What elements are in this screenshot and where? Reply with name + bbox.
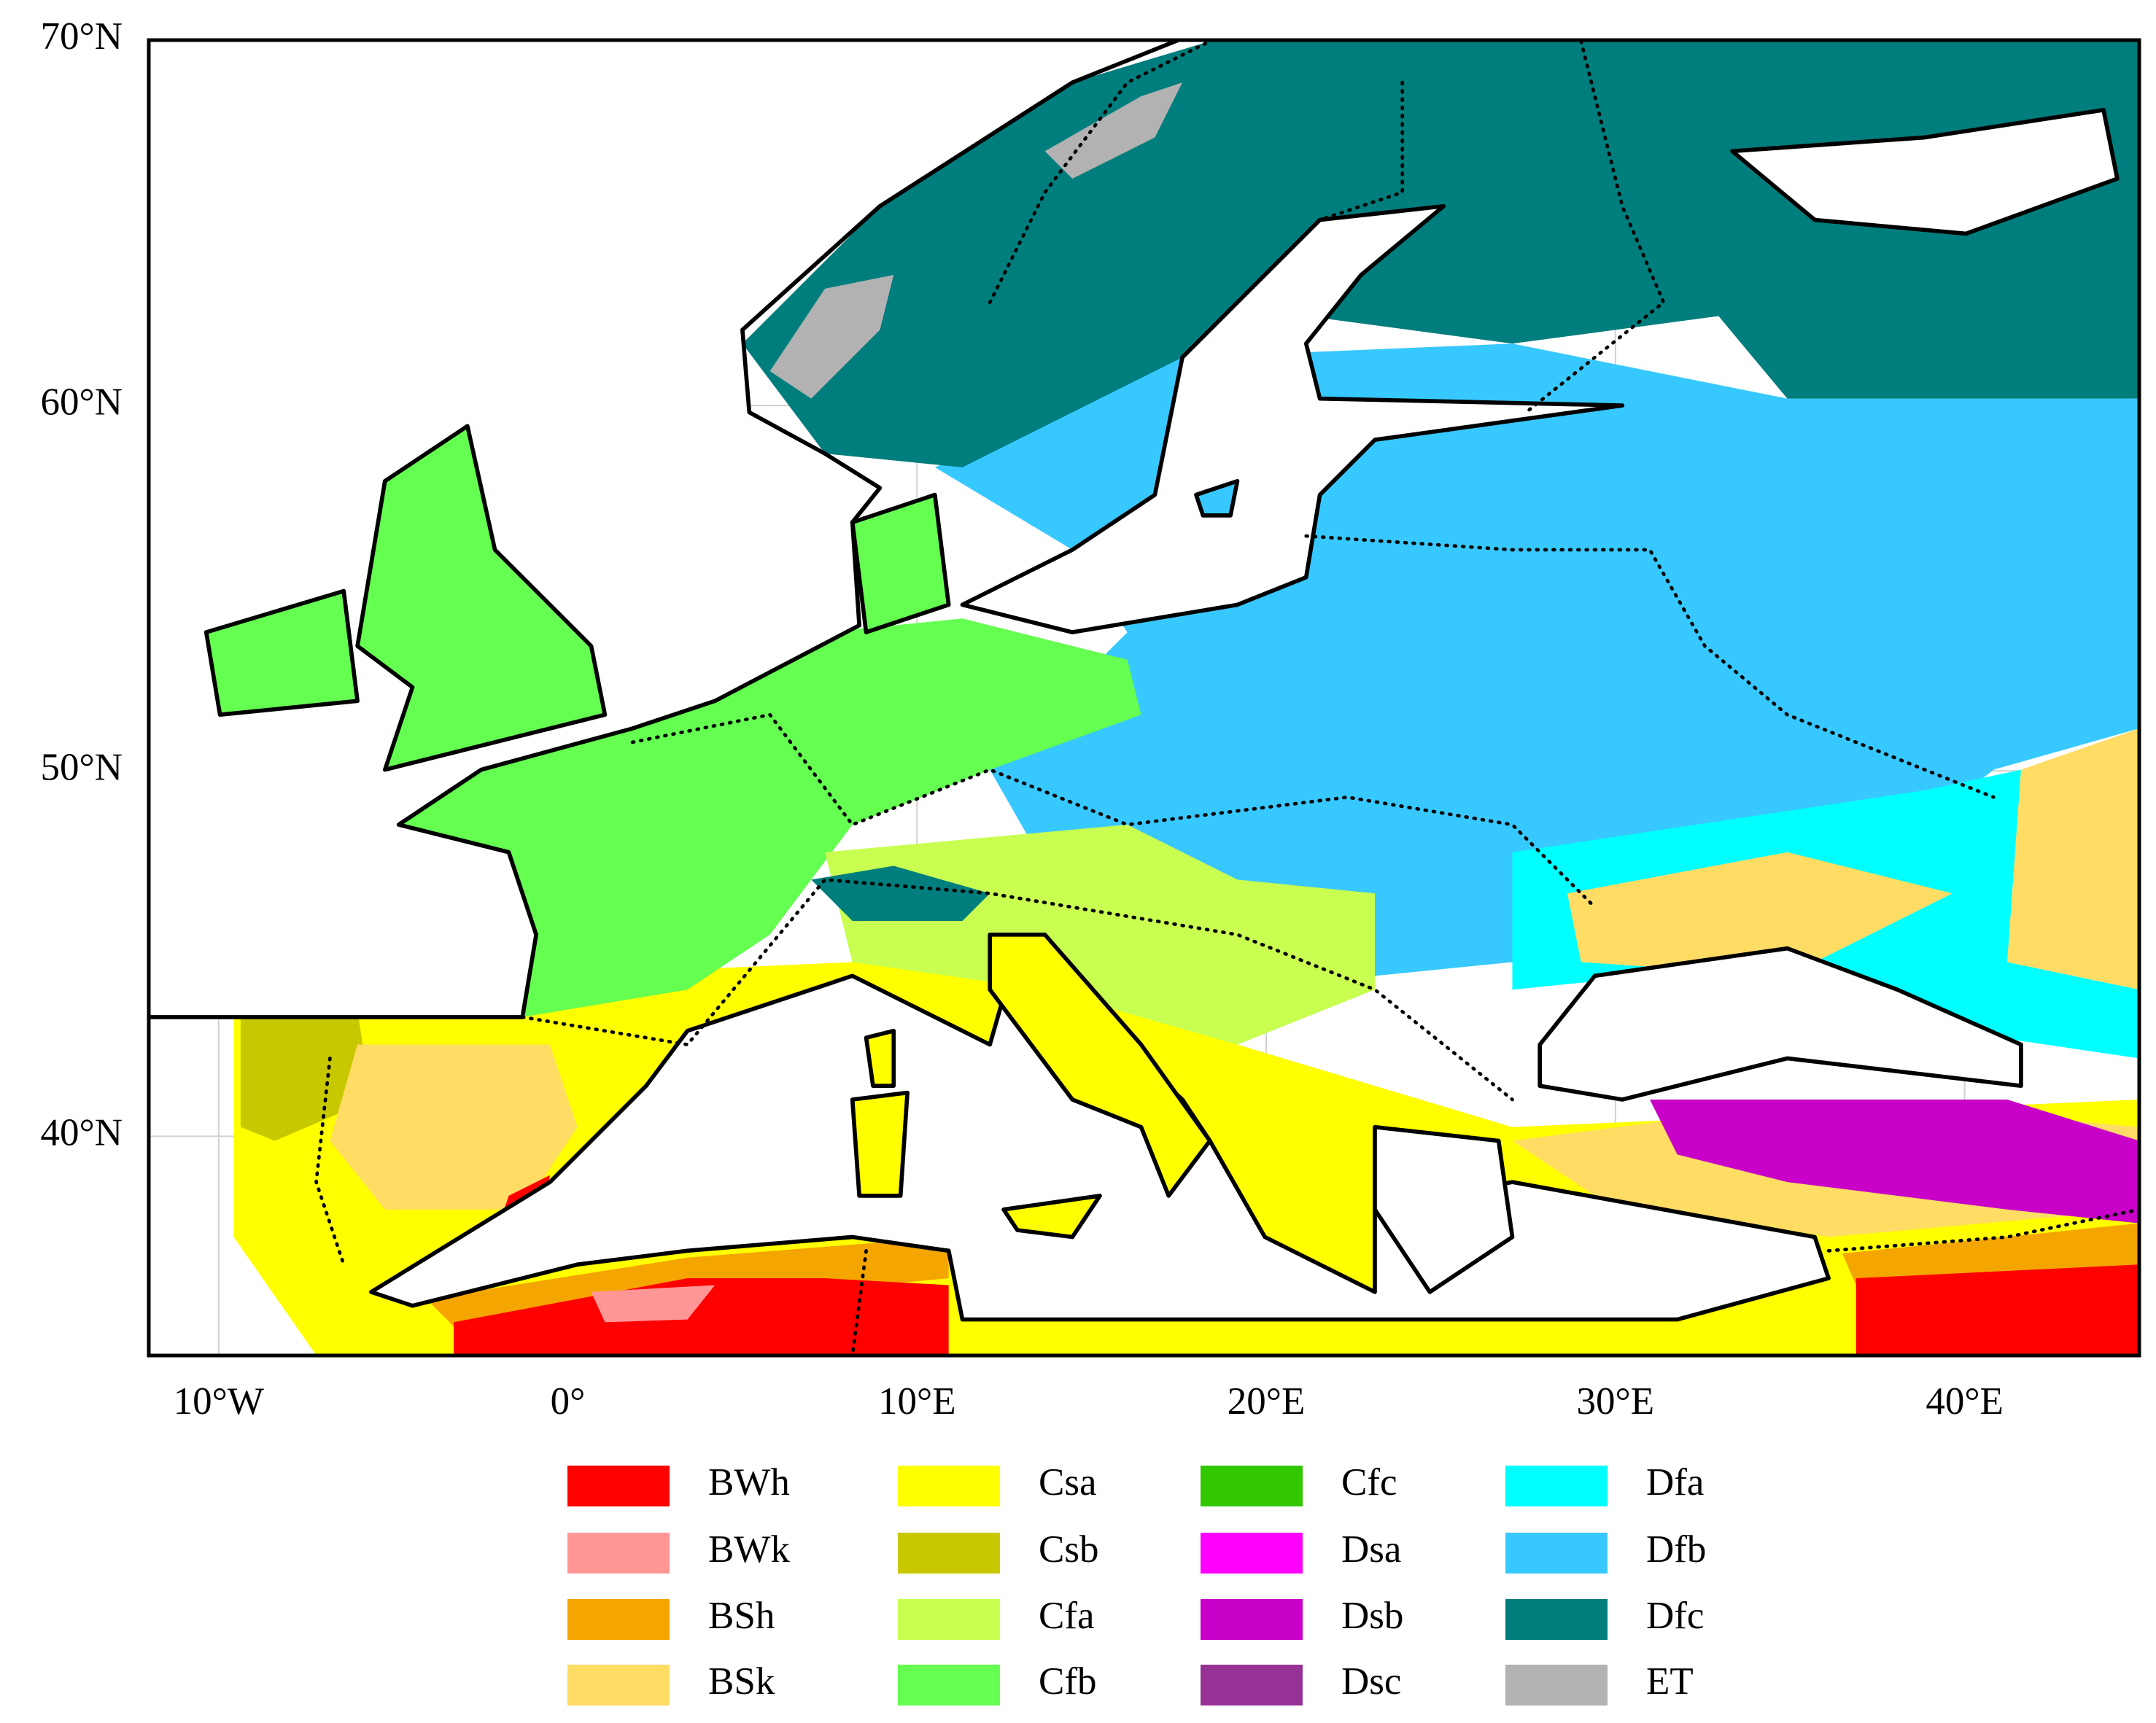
legend-label: Cfc <box>1341 1461 1397 1504</box>
island <box>355 424 608 772</box>
x-tick-label: 10°E <box>878 1380 956 1423</box>
region <box>2007 728 2140 990</box>
sea <box>1730 107 2120 236</box>
region <box>1649 1099 2140 1224</box>
legend-label: BSh <box>708 1595 775 1637</box>
legend-label: Cfb <box>1039 1660 1097 1703</box>
sea <box>1373 1124 1515 1294</box>
legend-swatch <box>1201 1665 1303 1706</box>
border <box>988 39 1212 305</box>
island <box>1001 1194 1102 1240</box>
region <box>825 825 1375 1045</box>
legend-swatch <box>567 1599 670 1640</box>
legend-label: Dsa <box>1341 1528 1401 1571</box>
region <box>811 866 990 921</box>
legend-label: Dfb <box>1646 1528 1706 1571</box>
legend: BWh BWk BSh BSk Csa Csb Cfa Cfb Cfc Dsa Dsb Dsc Dfa D… <box>567 1461 1706 1706</box>
map-frame <box>147 38 2141 1358</box>
x-tick-label: 20°E <box>1228 1380 1306 1423</box>
legend-swatch <box>898 1533 1000 1574</box>
climate-map <box>148 39 2140 1356</box>
x-tick-label: 40°E <box>1926 1380 2004 1423</box>
region <box>454 1278 949 1356</box>
x-tick-label: 10°W <box>174 1380 264 1423</box>
border <box>630 712 1597 909</box>
region <box>1044 82 1183 179</box>
legend-label: Csa <box>1039 1461 1097 1504</box>
legend-swatch <box>898 1599 1000 1640</box>
island <box>850 492 951 634</box>
sea <box>1537 946 2023 1102</box>
legend-label: Cfa <box>1039 1595 1095 1637</box>
legend-swatch <box>1201 1599 1303 1640</box>
island <box>203 588 360 717</box>
region <box>398 618 1141 1017</box>
island <box>850 1090 910 1198</box>
legend-label: BWk <box>708 1528 790 1571</box>
legend-swatch <box>1505 1466 1608 1506</box>
legend-swatch <box>567 1466 670 1506</box>
legend-label: Dsb <box>1341 1595 1403 1637</box>
border <box>520 877 1514 1102</box>
legend-label: Csb <box>1039 1528 1098 1571</box>
legend-swatch <box>567 1533 670 1574</box>
legend-label: BWh <box>708 1461 790 1504</box>
legend-swatch <box>1505 1599 1608 1640</box>
region <box>240 1010 371 1141</box>
x-tick-label: 0° <box>551 1380 586 1423</box>
border <box>1524 39 1666 414</box>
axis-labels: 10°W 0° 10°E 20°E 30°E 40°E 40°N 50°N 60°N 70°N <box>41 15 2004 1423</box>
legend-swatch <box>1201 1533 1303 1574</box>
border <box>1826 1207 2140 1253</box>
y-tick-label: 60°N <box>41 381 123 423</box>
legend-swatch <box>1505 1665 1608 1706</box>
legend-swatch <box>1505 1533 1608 1574</box>
y-tick-label: 70°N <box>41 15 123 58</box>
border <box>314 1057 346 1267</box>
sea <box>148 39 1185 1019</box>
y-tick-label: 40°N <box>41 1111 123 1154</box>
x-tick-label: 30°E <box>1577 1380 1655 1423</box>
legend-swatch <box>898 1466 1000 1506</box>
legend-swatch <box>898 1665 1000 1706</box>
legend-label: BSk <box>708 1660 775 1703</box>
sea <box>960 203 1625 634</box>
region <box>591 1285 716 1323</box>
region <box>769 275 894 399</box>
region <box>330 1044 578 1210</box>
legend-swatch <box>1201 1466 1303 1506</box>
legend-label: ET <box>1646 1660 1694 1703</box>
region <box>1856 1264 2140 1356</box>
border <box>1304 534 1996 799</box>
island <box>864 1028 896 1088</box>
legend-swatch <box>567 1665 670 1706</box>
island <box>988 932 1212 1198</box>
border <box>1318 80 1405 222</box>
legend-label: Dfc <box>1646 1595 1704 1637</box>
legend-label: Dfa <box>1646 1461 1704 1504</box>
legend-label: Dsc <box>1341 1660 1401 1703</box>
region <box>1567 852 1953 976</box>
island <box>1194 478 1240 518</box>
border <box>850 1248 868 1356</box>
y-tick-label: 50°N <box>41 746 123 788</box>
